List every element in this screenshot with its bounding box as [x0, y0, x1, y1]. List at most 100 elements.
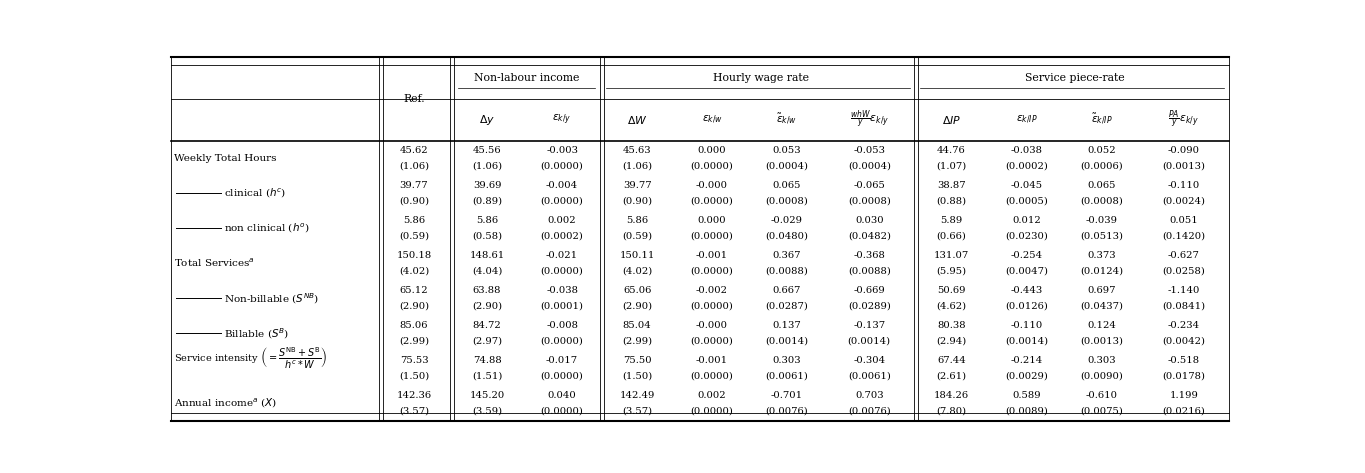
Text: 45.62: 45.62	[400, 146, 429, 155]
Text: -0.003: -0.003	[546, 146, 577, 155]
Text: (1.06): (1.06)	[622, 161, 652, 170]
Text: (4.02): (4.02)	[399, 266, 429, 275]
Text: 0.065: 0.065	[773, 181, 801, 190]
Text: (0.0005): (0.0005)	[1005, 196, 1048, 205]
Text: (0.0008): (0.0008)	[848, 196, 891, 205]
Text: -0.004: -0.004	[546, 181, 579, 190]
Text: (0.0000): (0.0000)	[691, 301, 733, 310]
Text: $\varepsilon_{k/IP}$: $\varepsilon_{k/IP}$	[1016, 114, 1037, 126]
Text: Total Services$^a$: Total Services$^a$	[173, 257, 255, 270]
Text: 45.63: 45.63	[622, 146, 651, 155]
Text: Non-billable ($S^{NB}$): Non-billable ($S^{NB}$)	[224, 291, 318, 306]
Text: (7.80): (7.80)	[936, 407, 966, 416]
Text: $\frac{whW}{y}\varepsilon_{k/y}$: $\frac{whW}{y}\varepsilon_{k/y}$	[849, 108, 889, 131]
Text: -0.627: -0.627	[1168, 251, 1200, 260]
Text: 0.703: 0.703	[854, 391, 883, 400]
Text: (2.99): (2.99)	[399, 337, 429, 346]
Text: $\frac{PA}{y}\varepsilon_{k/y}$: $\frac{PA}{y}\varepsilon_{k/y}$	[1168, 108, 1198, 131]
Text: -0.001: -0.001	[696, 251, 728, 260]
Text: (3.59): (3.59)	[472, 407, 502, 416]
Text: 39.77: 39.77	[622, 181, 651, 190]
Text: (0.0029): (0.0029)	[1005, 372, 1048, 381]
Text: 131.07: 131.07	[934, 251, 969, 260]
Text: -0.038: -0.038	[1010, 146, 1043, 155]
Text: -0.368: -0.368	[853, 251, 886, 260]
Text: (0.0000): (0.0000)	[691, 266, 733, 275]
Text: -0.002: -0.002	[696, 286, 728, 295]
Text: 184.26: 184.26	[934, 391, 969, 400]
Text: (0.0002): (0.0002)	[1005, 161, 1048, 170]
Text: 5.86: 5.86	[403, 216, 425, 225]
Text: -0.029: -0.029	[771, 216, 803, 225]
Text: -0.053: -0.053	[853, 146, 886, 155]
Text: (0.0088): (0.0088)	[848, 266, 891, 275]
Text: (0.0004): (0.0004)	[848, 161, 891, 170]
Text: -0.254: -0.254	[1010, 251, 1043, 260]
Text: 74.88: 74.88	[472, 356, 501, 365]
Text: (0.0000): (0.0000)	[541, 196, 583, 205]
Text: $\Delta y$: $\Delta y$	[479, 113, 495, 127]
Text: (0.0000): (0.0000)	[541, 337, 583, 346]
Text: $\Delta IP$: $\Delta IP$	[942, 114, 961, 126]
Text: 0.051: 0.051	[1170, 216, 1198, 225]
Text: (0.0126): (0.0126)	[1005, 301, 1048, 310]
Text: 85.06: 85.06	[400, 321, 429, 330]
Text: (2.99): (2.99)	[622, 337, 652, 346]
Text: -0.110: -0.110	[1167, 181, 1200, 190]
Text: 0.040: 0.040	[547, 391, 576, 400]
Text: (0.0000): (0.0000)	[691, 372, 733, 381]
Text: (0.0004): (0.0004)	[766, 161, 808, 170]
Text: -0.701: -0.701	[771, 391, 803, 400]
Text: 0.303: 0.303	[1087, 356, 1115, 365]
Text: (0.0000): (0.0000)	[541, 407, 583, 416]
Text: (0.0061): (0.0061)	[848, 372, 891, 381]
Text: (2.90): (2.90)	[472, 301, 502, 310]
Text: (0.59): (0.59)	[399, 231, 429, 240]
Text: Weekly Total Hours: Weekly Total Hours	[173, 154, 276, 163]
Text: (0.0024): (0.0024)	[1162, 196, 1205, 205]
Text: Ref.: Ref.	[403, 94, 425, 104]
Text: $\tilde{\varepsilon}_{k/IP}$: $\tilde{\varepsilon}_{k/IP}$	[1091, 112, 1112, 127]
Text: (0.0013): (0.0013)	[1162, 161, 1205, 170]
Text: -0.214: -0.214	[1010, 356, 1043, 365]
Text: (0.0001): (0.0001)	[541, 301, 584, 310]
Text: (1.50): (1.50)	[399, 372, 429, 381]
Text: -0.669: -0.669	[853, 286, 885, 295]
Text: 50.69: 50.69	[938, 286, 966, 295]
Text: 39.77: 39.77	[400, 181, 429, 190]
Text: 0.065: 0.065	[1088, 181, 1115, 190]
Text: 0.373: 0.373	[1087, 251, 1115, 260]
Text: (0.0513): (0.0513)	[1080, 231, 1123, 240]
Text: (2.61): (2.61)	[936, 372, 966, 381]
Text: 39.69: 39.69	[472, 181, 501, 190]
Text: (0.0061): (0.0061)	[766, 372, 808, 381]
Text: (0.88): (0.88)	[936, 196, 966, 205]
Text: Annual income$^a$ ($X$): Annual income$^a$ ($X$)	[173, 397, 277, 410]
Text: (0.0480): (0.0480)	[766, 231, 808, 240]
Text: 80.38: 80.38	[938, 321, 966, 330]
Text: (2.90): (2.90)	[399, 301, 429, 310]
Text: -0.065: -0.065	[853, 181, 886, 190]
Text: (0.0008): (0.0008)	[766, 196, 808, 205]
Text: -0.304: -0.304	[853, 356, 886, 365]
Text: (0.0216): (0.0216)	[1163, 407, 1205, 416]
Text: Non-labour income: Non-labour income	[474, 73, 579, 83]
Text: 1.199: 1.199	[1170, 391, 1198, 400]
Text: -0.017: -0.017	[546, 356, 579, 365]
Text: (0.0006): (0.0006)	[1080, 161, 1123, 170]
Text: non clinical ($h^o$): non clinical ($h^o$)	[224, 221, 308, 235]
Text: (1.07): (1.07)	[936, 161, 966, 170]
Text: (0.0089): (0.0089)	[1005, 407, 1048, 416]
Text: (0.0076): (0.0076)	[848, 407, 891, 416]
Text: -0.443: -0.443	[1010, 286, 1043, 295]
Text: 5.86: 5.86	[476, 216, 498, 225]
Text: (0.0000): (0.0000)	[691, 407, 733, 416]
Text: (0.0124): (0.0124)	[1080, 266, 1123, 275]
Text: 65.12: 65.12	[400, 286, 429, 295]
Text: (0.0437): (0.0437)	[1080, 301, 1123, 310]
Text: -0.110: -0.110	[1010, 321, 1043, 330]
Text: 148.61: 148.61	[470, 251, 505, 260]
Text: (0.0088): (0.0088)	[766, 266, 808, 275]
Text: (0.0047): (0.0047)	[1005, 266, 1048, 275]
Text: (0.0014): (0.0014)	[766, 337, 808, 346]
